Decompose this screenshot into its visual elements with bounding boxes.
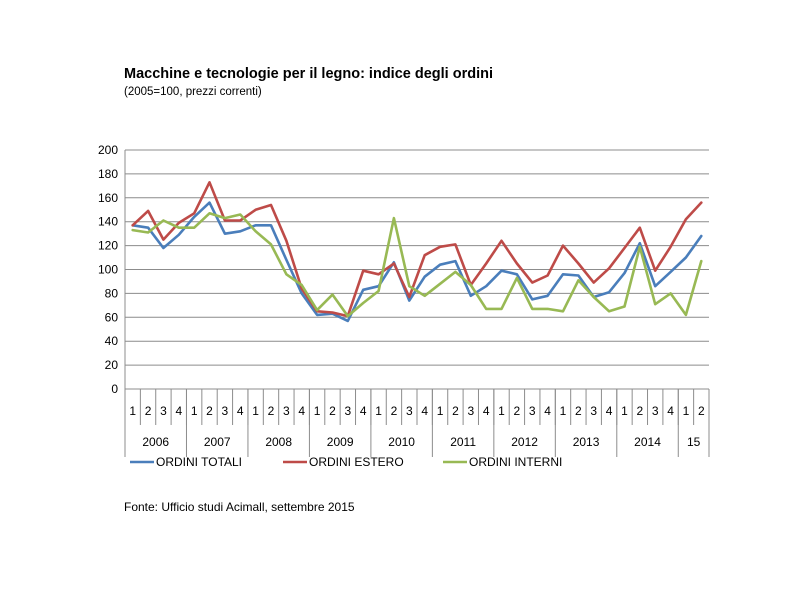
x-tick-label: 2 bbox=[391, 404, 398, 418]
x-tick-label: 1 bbox=[129, 404, 136, 418]
x-tick-label: 3 bbox=[652, 404, 659, 418]
year-label: 2009 bbox=[327, 435, 354, 449]
y-tick-label: 20 bbox=[105, 358, 119, 372]
x-tick-label: 2 bbox=[145, 404, 152, 418]
x-tick-label: 3 bbox=[529, 404, 536, 418]
x-tick-label: 2 bbox=[206, 404, 213, 418]
x-tick-label: 2 bbox=[514, 404, 521, 418]
year-label: 2010 bbox=[388, 435, 415, 449]
y-tick-label: 160 bbox=[98, 191, 118, 205]
year-label: 15 bbox=[687, 435, 701, 449]
x-tick-label: 4 bbox=[483, 404, 490, 418]
x-tick-label: 3 bbox=[590, 404, 597, 418]
x-tick-label: 3 bbox=[344, 404, 351, 418]
series-line-ordini-totali bbox=[131, 201, 703, 323]
y-axis: 0 20 40 60 80 100 120 140 160 180 200 bbox=[98, 143, 118, 396]
x-tick-label: 4 bbox=[667, 404, 674, 418]
y-tick-label: 80 bbox=[105, 286, 119, 300]
legend-label: ORDINI INTERNI bbox=[469, 455, 562, 469]
x-tick-label: 2 bbox=[329, 404, 336, 418]
series-line-ordini-estero bbox=[131, 181, 703, 318]
x-tick-label: 1 bbox=[560, 404, 567, 418]
legend-label: ORDINI ESTERO bbox=[309, 455, 404, 469]
legend-label: ORDINI TOTALI bbox=[156, 455, 242, 469]
x-tick-label: 4 bbox=[175, 404, 182, 418]
source-note: Fonte: Ufficio studi Acimall, settembre … bbox=[124, 500, 355, 514]
x-tick-label: 1 bbox=[252, 404, 259, 418]
chart-title: Macchine e tecnologie per il legno: indi… bbox=[124, 66, 493, 82]
x-tick-label: 3 bbox=[406, 404, 413, 418]
y-tick-label: 120 bbox=[98, 239, 118, 253]
x-tick-label: 3 bbox=[160, 404, 167, 418]
y-tick-label: 60 bbox=[105, 310, 119, 324]
x-tick-label: 3 bbox=[467, 404, 474, 418]
x-tick-label: 4 bbox=[544, 404, 551, 418]
y-tick-label: 200 bbox=[98, 143, 118, 157]
x-tick-label: 2 bbox=[452, 404, 459, 418]
year-label: 2012 bbox=[511, 435, 538, 449]
x-tick-label: 1 bbox=[621, 404, 628, 418]
y-tick-label: 100 bbox=[98, 263, 118, 277]
x-tick-label: 1 bbox=[683, 404, 690, 418]
y-tick-label: 180 bbox=[98, 167, 118, 181]
x-tick-label: 1 bbox=[437, 404, 444, 418]
gridlines bbox=[125, 149, 709, 390]
x-tick-label: 2 bbox=[268, 404, 275, 418]
x-tick-label: 1 bbox=[314, 404, 321, 418]
x-tick-label: 3 bbox=[283, 404, 290, 418]
chart-subtitle: (2005=100, prezzi correnti) bbox=[124, 86, 262, 98]
x-axis: 1 2 3 4 1 2 3 4 1 2 3 4 1 2 3 4 1 2 3 4 1 2 3 4 1 2 3 4 1 2 3 4 1 2 3 4 1 220… bbox=[124, 150, 710, 457]
x-tick-label: 1 bbox=[191, 404, 198, 418]
year-label: 2008 bbox=[265, 435, 292, 449]
x-tick-label: 1 bbox=[498, 404, 505, 418]
x-tick-label: 2 bbox=[636, 404, 643, 418]
y-tick-label: 0 bbox=[111, 382, 118, 396]
x-tick-label: 4 bbox=[237, 404, 244, 418]
x-tick-label: 4 bbox=[298, 404, 305, 418]
y-tick-label: 140 bbox=[98, 215, 118, 229]
x-tick-label: 4 bbox=[360, 404, 367, 418]
x-tick-label: 3 bbox=[222, 404, 229, 418]
y-tick-label: 40 bbox=[105, 334, 119, 348]
x-tick-label: 4 bbox=[421, 404, 428, 418]
x-tick-label: 2 bbox=[575, 404, 582, 418]
series-lines bbox=[131, 181, 703, 323]
x-tick-label: 1 bbox=[375, 404, 382, 418]
year-label: 2007 bbox=[204, 435, 231, 449]
x-tick-label: 4 bbox=[606, 404, 613, 418]
series-line-ordini-interni bbox=[131, 212, 703, 318]
year-label: 2014 bbox=[634, 435, 661, 449]
year-label: 2013 bbox=[573, 435, 600, 449]
year-label: 2006 bbox=[142, 435, 169, 449]
x-tick-label: 2 bbox=[698, 404, 705, 418]
legend: ORDINI TOTALI ORDINI ESTERO ORDINI INTERNI bbox=[130, 455, 562, 469]
year-label: 2011 bbox=[450, 435, 476, 449]
